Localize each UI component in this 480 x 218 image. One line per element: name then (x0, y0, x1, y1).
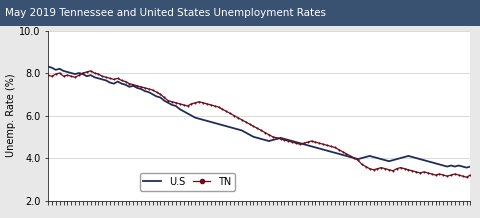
Y-axis label: Unemp. Rate (%): Unemp. Rate (%) (6, 74, 16, 157)
Legend: U.S, TN: U.S, TN (140, 173, 235, 191)
Text: May 2019 Tennessee and United States Unemployment Rates: May 2019 Tennessee and United States Une… (5, 8, 326, 18)
